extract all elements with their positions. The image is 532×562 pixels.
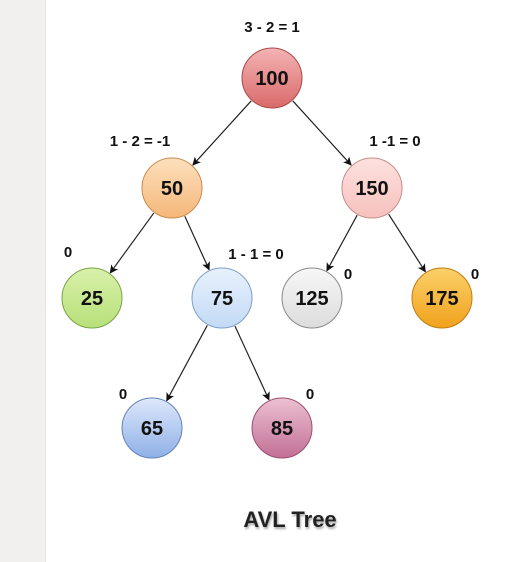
node-value-175: 175 (425, 288, 458, 310)
node-value-100: 100 (255, 68, 288, 90)
node-value-50: 50 (161, 178, 183, 200)
edge-150-to-125 (326, 214, 358, 272)
edge-75-to-85 (234, 325, 270, 401)
balance-factor-50: 1 - 2 = -1 (110, 133, 170, 150)
tree-node-100: 100 (241, 47, 303, 109)
node-circle-125 (281, 267, 343, 329)
balance-factor-175: 0 (471, 266, 479, 283)
balance-factor-65: 0 (119, 386, 127, 403)
tree-node-125: 125 (281, 267, 343, 329)
tree-node-150: 150 (341, 157, 403, 219)
balance-factor-75: 1 - 1 = 0 (228, 246, 283, 263)
balance-factor-25: 0 (64, 244, 72, 261)
balance-factor-85: 0 (306, 386, 314, 403)
node-value-85: 85 (271, 418, 293, 440)
left-margin-strip (0, 0, 46, 562)
node-value-125: 125 (295, 288, 328, 310)
edges-layer (109, 100, 426, 402)
tree-node-175: 175 (411, 267, 473, 329)
node-circle-65 (121, 397, 183, 459)
balance-factor-125: 0 (344, 266, 352, 283)
balance-factor-150: 1 -1 = 0 (369, 133, 420, 150)
node-circle-100 (241, 47, 303, 109)
tree-node-65: 65 (121, 397, 183, 459)
balance-factor-100: 3 - 2 = 1 (244, 19, 299, 36)
node-value-25: 25 (81, 288, 103, 310)
tree-node-50: 50 (141, 157, 203, 219)
edge-50-to-25 (109, 212, 155, 274)
node-value-150: 150 (355, 178, 388, 200)
node-circle-50 (141, 157, 203, 219)
node-value-65: 65 (141, 418, 163, 440)
edge-100-to-150 (292, 100, 352, 166)
tree-node-25: 25 (61, 267, 123, 329)
edge-50-to-75 (184, 215, 210, 271)
node-circle-85 (251, 397, 313, 459)
balance-labels-layer: 3 - 2 = 1 1 - 2 = -1 1 -1 = 0 0 1 - 1 = 0 0 0 0… (64, 19, 479, 403)
edge-150-to-175 (388, 213, 426, 273)
edge-75-to-65 (166, 325, 208, 402)
tree-node-75: 75 (191, 267, 253, 329)
nodes-layer: 100 50 150 25 75 125 175 65 85 (61, 47, 473, 459)
node-circle-75 (191, 267, 253, 329)
node-circle-175 (411, 267, 473, 329)
node-circle-150 (341, 157, 403, 219)
edge-100-to-50 (192, 100, 252, 166)
node-circle-25 (61, 267, 123, 329)
diagram-caption: AVL Tree (243, 507, 337, 532)
tree-node-85: 85 (251, 397, 313, 459)
node-value-75: 75 (211, 288, 233, 310)
